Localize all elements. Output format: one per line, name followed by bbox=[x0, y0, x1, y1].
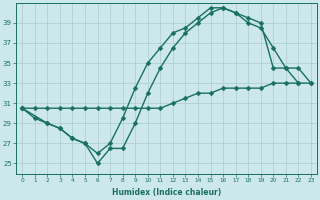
X-axis label: Humidex (Indice chaleur): Humidex (Indice chaleur) bbox=[112, 188, 221, 197]
